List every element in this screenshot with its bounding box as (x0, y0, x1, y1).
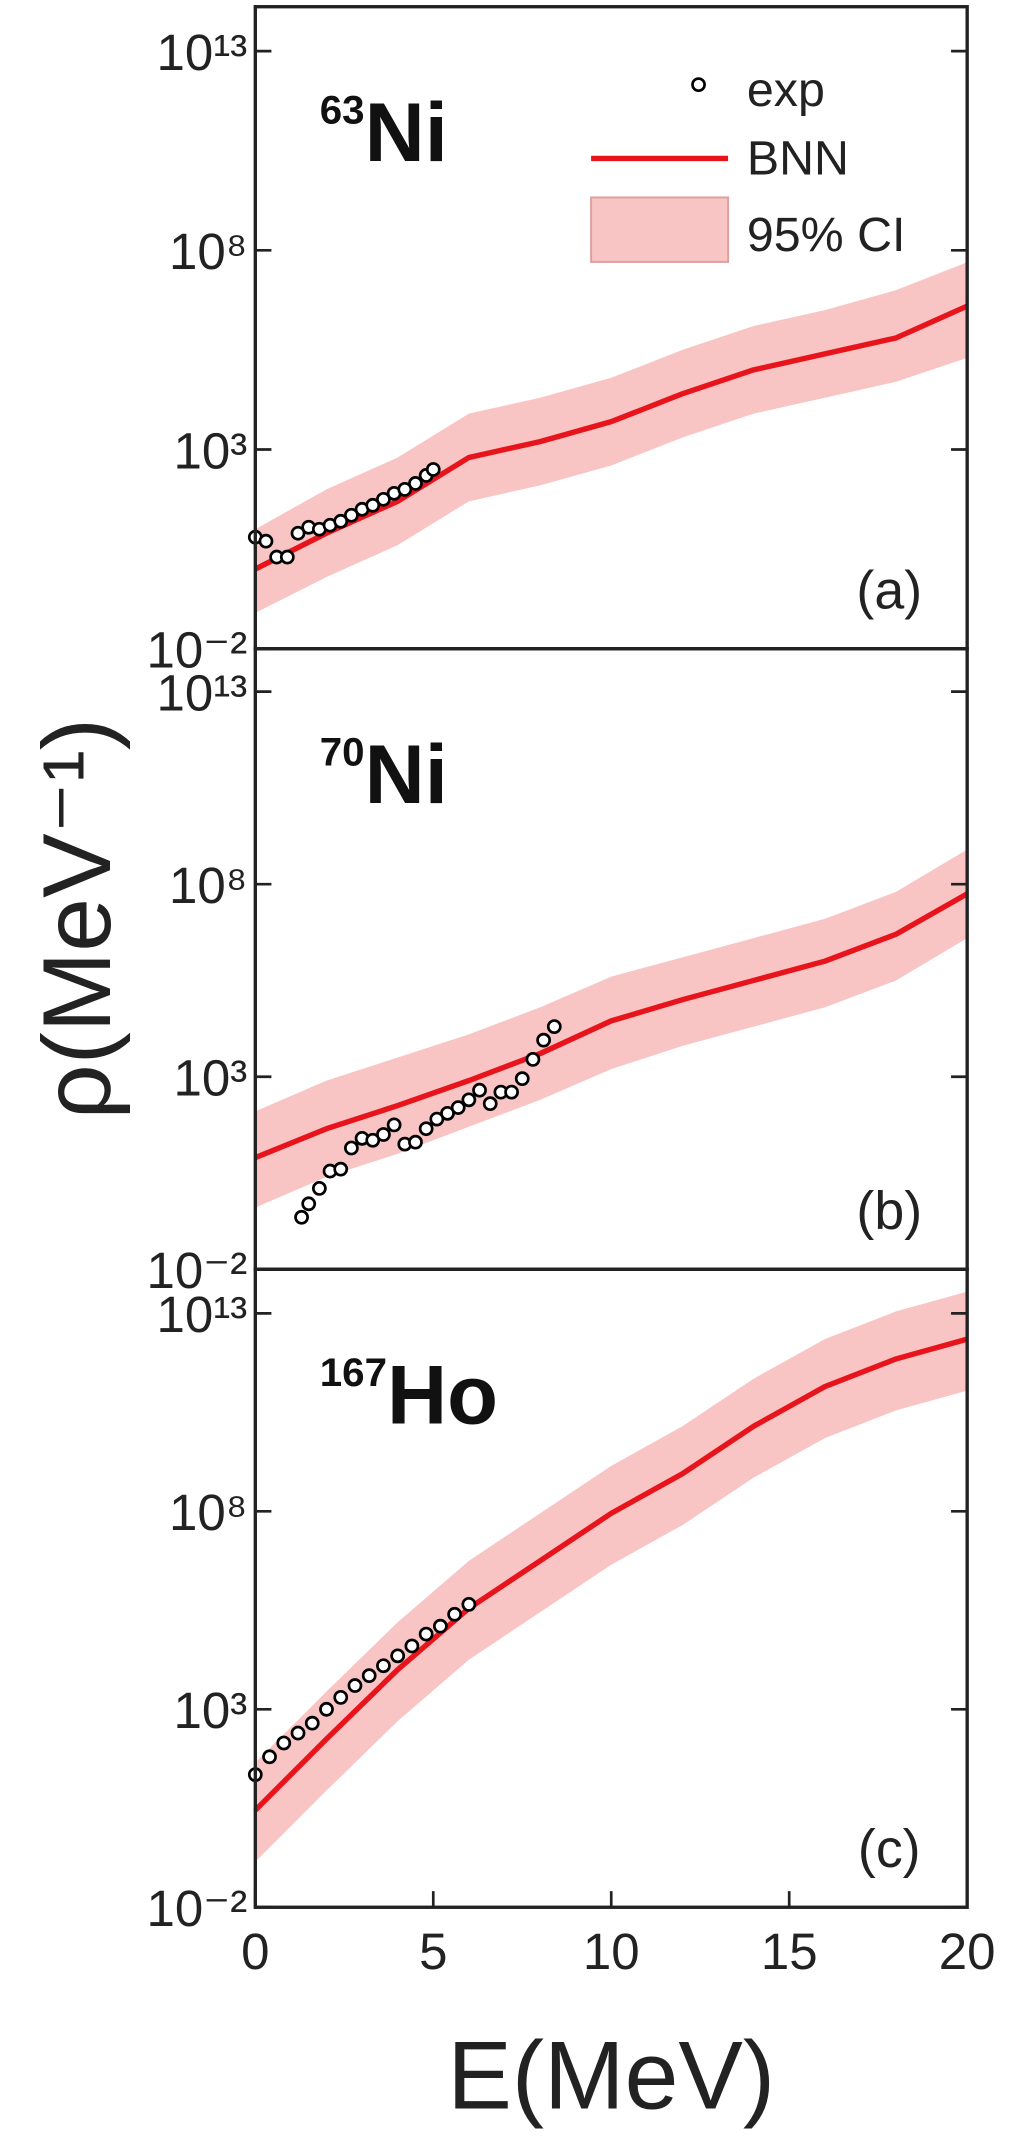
y-tick-label: 10⁻² (147, 1242, 248, 1299)
exp-point (514, 1071, 530, 1087)
exp-point (447, 1606, 463, 1622)
exp-point (344, 507, 359, 523)
exp-point (276, 1735, 292, 1751)
y-tick-label: 10¹³ (157, 24, 248, 81)
confidence-band (255, 1291, 968, 1862)
exp-point (397, 481, 413, 497)
exp-point (290, 1725, 306, 1741)
exp-point (333, 1689, 349, 1705)
exp-point (536, 1032, 551, 1048)
isotope-label: 63Ni (320, 86, 448, 179)
x-tick-label: 0 (241, 1923, 269, 1980)
legend-label: BNN (747, 132, 849, 186)
exp-point (301, 1196, 317, 1212)
isotope-label: 70Ni (320, 728, 448, 821)
y-tick-label: 10⁸ (169, 223, 247, 280)
exp-point (461, 1596, 477, 1612)
isotope-mass: 167 (320, 1350, 387, 1395)
exp-point (344, 1140, 359, 1156)
y-tick-label: 10⁻² (147, 1880, 248, 1937)
isotope-mass: 63 (320, 88, 365, 133)
exp-point (361, 1668, 377, 1684)
exp-point (418, 1626, 434, 1642)
panel: 10¹³ 10⁸ 10³ 10⁻²0 5 10 15 20 167Ho (c) E(MeV) (147, 1267, 996, 2130)
isotope-element: Ni (365, 86, 448, 179)
isotope-element: Ni (365, 728, 448, 821)
x-tick-label: 20 (939, 1923, 996, 1980)
bnn-line (253, 1336, 968, 1813)
exp-point (311, 1180, 327, 1196)
exp-point (333, 513, 349, 529)
exp-point (408, 476, 423, 491)
y-axis-title: ρ(MeV⁻¹) (23, 718, 131, 1119)
legend-swatch (590, 196, 730, 263)
legend-label: exp (747, 63, 825, 117)
confidence-band (255, 849, 968, 1208)
confidence-band (255, 262, 968, 613)
exp-point (258, 533, 274, 549)
exp-point (294, 1209, 309, 1225)
legend-marker (691, 77, 706, 93)
x-tick-label: 15 (761, 1923, 818, 1980)
exp-point (440, 1105, 455, 1121)
y-tick-label: 10³ (174, 1682, 248, 1739)
exp-point (319, 1701, 334, 1717)
isotope-element: Ho (387, 1349, 498, 1442)
isotope-mass: 70 (320, 730, 365, 775)
legend-label: 95% CI (747, 208, 906, 262)
exp-point (347, 1678, 363, 1693)
exp-point (546, 1019, 562, 1035)
exp-point (525, 1051, 541, 1067)
exp-point (404, 1638, 420, 1654)
exp-point (433, 1618, 448, 1634)
exp-point (482, 1096, 498, 1112)
exp-point (376, 1127, 391, 1142)
y-tick-label: 10¹³ (157, 1286, 248, 1343)
exp-point (290, 525, 306, 541)
exp-point (504, 1084, 519, 1100)
exp-point (461, 1092, 477, 1108)
exp-point (304, 1715, 320, 1731)
panel-label: (b) (856, 1181, 922, 1241)
x-tick-label: 5 (419, 1923, 447, 1980)
y-tick-label: 10⁸ (169, 1484, 247, 1541)
exp-point (279, 549, 295, 565)
panel-label: (a) (856, 560, 922, 620)
exp-point (262, 1749, 277, 1765)
y-tick-label: 10¹³ (157, 664, 248, 721)
exp-point (450, 1100, 466, 1115)
x-tick-label: 10 (583, 1923, 640, 1980)
exp-point (472, 1082, 487, 1098)
exp-point (376, 491, 391, 507)
exp-point (425, 462, 441, 477)
y-tick-label: 10⁻² (147, 622, 248, 679)
exp-point (390, 1648, 406, 1664)
panel-label: (c) (858, 1819, 921, 1879)
exp-point (333, 1161, 349, 1177)
panel: 10¹³ 10⁸ 10³ 10⁻² 63Ni (a) exp BNN 95% CI (147, 5, 969, 679)
y-tick-label: 10³ (174, 422, 248, 479)
exp-point (376, 1658, 391, 1674)
x-axis-title: E(MeV) (447, 2022, 775, 2130)
exp-point (386, 1117, 402, 1133)
exp-point (418, 1121, 434, 1137)
y-tick-label: 10⁸ (169, 857, 247, 914)
panel: 10¹³ 10⁸ 10³ 10⁻² 70Ni (b) ρ(MeV⁻¹) (23, 647, 969, 1299)
exp-point (365, 497, 381, 513)
y-tick-label: 10³ (174, 1050, 248, 1107)
exp-point (365, 1132, 381, 1148)
exp-point (408, 1134, 423, 1150)
bnn-line (254, 891, 969, 1161)
isotope-label: 167Ho (320, 1349, 498, 1442)
